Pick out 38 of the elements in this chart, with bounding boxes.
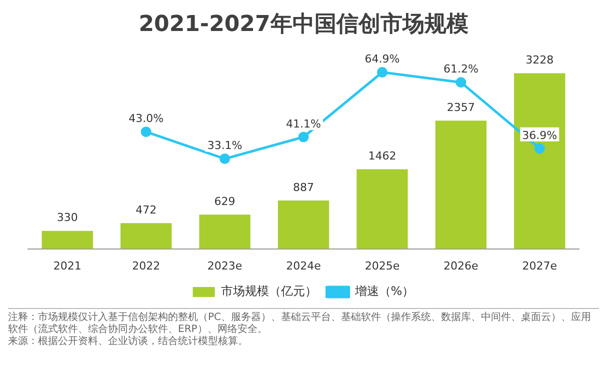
- bar: [514, 73, 566, 249]
- data-label: 36.9%: [522, 128, 558, 142]
- point: [456, 77, 466, 88]
- data-label: 2357: [446, 100, 475, 114]
- data-label: 61.2%: [443, 62, 478, 76]
- chart-title: 2021-2027年中国信创市场规模: [138, 10, 468, 37]
- x-tick-label: 2023e: [207, 259, 242, 272]
- bar: [278, 200, 330, 249]
- data-label: 330: [56, 211, 78, 224]
- data-label: 629: [214, 194, 236, 208]
- x-tick-label: 2024e: [286, 259, 322, 272]
- legend-label: 市场规模（亿元）: [220, 284, 317, 298]
- x-tick-label: 2027e: [522, 259, 558, 272]
- x-tick-label: 2022: [132, 259, 160, 272]
- data-label: 472: [136, 203, 157, 216]
- x-tick-label: 2026e: [444, 259, 479, 272]
- legend-label: 增速（%）: [354, 284, 414, 298]
- text: 注释：市场规模仅计入基于信创架构的整机（PC、服务器）、基础云平台、基础软件（操作系统、数据库、中间件、桌面云）、应用软件（流式软件、综合协同办公软件、ERP）、网络安全。: [8, 312, 592, 336]
- data-label: 43.0%: [128, 112, 164, 126]
- data-label: 3228: [526, 54, 554, 67]
- data-label: 887: [293, 180, 314, 194]
- point: [534, 143, 545, 154]
- point: [376, 67, 388, 78]
- bar: [199, 214, 250, 249]
- source-note: 来源：根据公开资料、企业访谈，结合统计模型核算。: [8, 336, 249, 348]
- bar: [42, 230, 93, 249]
- point: [220, 154, 230, 164]
- data-label: 33.1%: [207, 139, 242, 152]
- bar: [356, 169, 408, 249]
- data-label: 1462: [368, 150, 396, 163]
- bar: [120, 223, 172, 249]
- bar: [435, 120, 487, 249]
- x-tick-label: 2021: [53, 259, 82, 272]
- point: [140, 126, 152, 138]
- point: [298, 132, 309, 142]
- data-label: 64.9%: [364, 52, 400, 66]
- data-label: 41.1%: [286, 117, 321, 130]
- x-tick-label: 2025e: [364, 259, 400, 272]
